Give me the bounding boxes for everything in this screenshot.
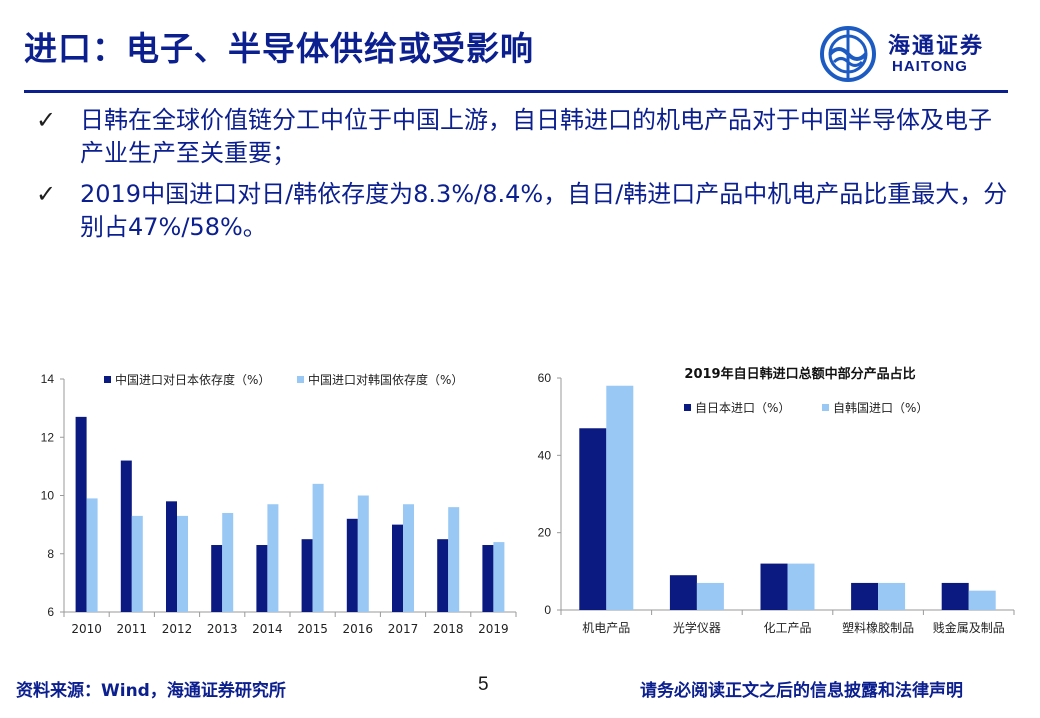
left-chart-x-tick-label: 2010 xyxy=(71,622,102,636)
left-chart-x-tick-label: 2013 xyxy=(207,622,238,636)
right-chart-x-tick-label: 化工产品 xyxy=(763,621,811,635)
checkmark-icon: ✓ xyxy=(36,180,57,208)
left-chart-bar xyxy=(211,545,223,612)
left-chart-x-tick-label: 2014 xyxy=(252,622,283,636)
right-chart-bar xyxy=(669,575,697,610)
left-chart-bar xyxy=(166,501,177,612)
left-chart-bar xyxy=(437,539,449,612)
left-chart-x-tick-label: 2015 xyxy=(297,622,328,636)
left-chart-legend-label: 中国进口对日本依存度（%） xyxy=(115,372,270,387)
left-chart-bar xyxy=(222,512,234,612)
left-chart-legend-swatch xyxy=(104,376,111,383)
right-chart-y-tick-label: 60 xyxy=(538,371,552,385)
left-chart-legend-label: 中国进口对韩国依存度（%） xyxy=(308,372,463,387)
left-chart-bar xyxy=(346,518,358,612)
left-chart-bar xyxy=(177,515,188,612)
right-chart-bar xyxy=(968,590,996,610)
haitong-emblem-icon xyxy=(820,26,876,82)
left-chart-bar xyxy=(86,498,98,612)
right-chart-bar xyxy=(760,563,788,610)
left-chart-bar xyxy=(301,539,313,612)
left-chart-x-tick-label: 2017 xyxy=(388,622,419,636)
footer-disclaimer: 请务必阅读正文之后的信息披露和法律声明 xyxy=(640,681,963,701)
right-chart-bar xyxy=(579,428,607,610)
left-chart-bar xyxy=(493,542,505,612)
right-chart-y-tick-label: 0 xyxy=(544,603,551,617)
right-chart-bar xyxy=(606,385,634,610)
left-chart-y-tick-label: 8 xyxy=(47,547,54,561)
right-chart-legend-label: 自日本进口（%） xyxy=(695,401,790,415)
footer-source: 资料来源：Wind，海通证券研究所 xyxy=(16,681,286,701)
right-chart-title: 2019年自日韩进口总额中部分产品占比 xyxy=(684,366,915,382)
left-chart-bar xyxy=(267,504,279,612)
bullet-item: ✓ 日韩在全球价值链分工中位于中国上游，自日韩进口的机电产品对于中国半导体及电子… xyxy=(36,104,1011,170)
bullet-text: 2019中国进口对日/韩依存度为8.3%/8.4%，自日/韩进口产品中机电产品比… xyxy=(80,180,1008,241)
right-chart-y-tick-label: 40 xyxy=(538,448,552,462)
left-chart-x-tick-label: 2016 xyxy=(343,622,374,636)
title-divider xyxy=(24,90,1008,93)
left-chart-bar xyxy=(392,524,403,612)
left-chart-bar xyxy=(448,507,460,612)
left-chart-y-tick-label: 10 xyxy=(41,489,55,503)
right-chart-bar xyxy=(787,563,815,610)
left-chart-bar xyxy=(75,416,87,612)
left-chart-bar xyxy=(120,460,132,612)
left-chart-y-tick-label: 6 xyxy=(47,605,54,619)
bullet-item: ✓ 2019中国进口对日/韩依存度为8.3%/8.4%，自日/韩进口产品中机电产… xyxy=(36,178,1011,244)
checkmark-icon: ✓ xyxy=(36,106,57,134)
right-chart-bar xyxy=(878,582,906,610)
right-chart-bar xyxy=(941,582,969,610)
logo-english-text: HAITONG xyxy=(892,58,968,75)
bullet-list: ✓ 日韩在全球价值链分工中位于中国上游，自日韩进口的机电产品对于中国半导体及电子… xyxy=(36,104,1011,252)
right-chart-legend-label: 自韩国进口（%） xyxy=(833,400,928,415)
logo-chinese-text: 海通证券 xyxy=(888,33,985,59)
left-chart-x-tick-label: 2019 xyxy=(478,622,509,636)
left-chart-x-tick-label: 2011 xyxy=(117,622,148,636)
left-chart-bar xyxy=(312,483,324,612)
right-chart-bar xyxy=(851,582,879,610)
left-chart-legend-swatch xyxy=(297,376,304,383)
right-chart-x-tick-label: 机电产品 xyxy=(582,621,630,635)
right-chart-legend-swatch xyxy=(684,404,691,411)
page-number: 5 xyxy=(478,674,489,695)
right-chart-x-tick-label: 光学仪器 xyxy=(673,620,721,635)
right-chart-bar xyxy=(696,582,724,610)
bullet-text: 日韩在全球价值链分工中位于中国上游，自日韩进口的机电产品对于中国半导体及电子产业… xyxy=(80,106,992,167)
right-chart-legend-swatch xyxy=(822,404,829,411)
left-chart-y-tick-label: 12 xyxy=(41,430,55,444)
slide-title: 进口：电子、半导体供给或受影响 xyxy=(24,29,534,68)
right-chart-x-tick-label: 贱金属及制品 xyxy=(933,620,1005,635)
left-chart-bar xyxy=(131,515,143,612)
left-chart-bar xyxy=(256,545,268,612)
left-chart-bar xyxy=(403,504,414,612)
left-chart-y-tick-label: 14 xyxy=(41,372,55,386)
left-chart-x-tick-label: 2012 xyxy=(162,622,193,636)
left-chart-bar xyxy=(357,495,369,612)
left-chart-bar xyxy=(482,545,494,612)
haitong-logo: 海通证券 HAITONG xyxy=(818,24,1008,84)
right-chart-y-tick-label: 20 xyxy=(538,526,552,540)
left-chart-x-tick-label: 2018 xyxy=(433,622,464,636)
right-chart-x-tick-label: 塑料橡胶制品 xyxy=(842,620,914,635)
